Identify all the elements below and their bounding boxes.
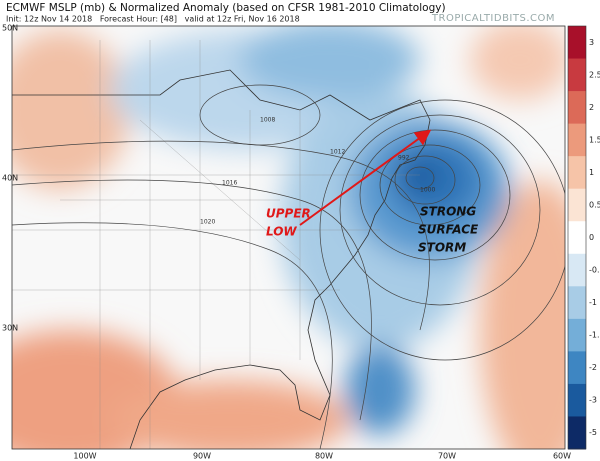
isobar-label: 1012 [330, 149, 345, 156]
colorbar-tick-label: 3 [589, 38, 594, 47]
title: ECMWF MSLP (mb) & Normalized Anomaly (ba… [6, 2, 446, 14]
colorbar-segment [568, 221, 586, 255]
arrow [299, 129, 432, 226]
lon-label: 100W [73, 452, 96, 461]
lat-label: 40N [2, 174, 18, 183]
colorbar-tick-label: 2.5 [589, 70, 600, 79]
colorbar-segment [568, 58, 586, 92]
colorbar-segment [568, 253, 586, 287]
colorbar-segment [568, 416, 586, 450]
colorbar-segment [568, 156, 586, 190]
brand: TROPICALTIDBITS.COM [431, 13, 555, 24]
annotation: LOW [266, 225, 297, 239]
isobar-label: 1000 [420, 187, 435, 194]
map-area [12, 26, 565, 449]
lon-label: 60W [553, 452, 571, 461]
colorbar-tick-label: 2 [589, 103, 594, 112]
colorbar-tick-label: -3 [589, 396, 597, 405]
colorbar-tick-label: 0.5 [589, 200, 600, 209]
colorbar-segment [568, 318, 586, 352]
isobar-label: 1008 [260, 117, 275, 124]
colorbar-segment [568, 91, 586, 125]
colorbar-tick-label: 1.5 [589, 135, 600, 144]
lon-label: 80W [315, 452, 333, 461]
isobars [12, 84, 565, 449]
colorbar-frame [567, 25, 587, 450]
lon-label: 90W [193, 452, 211, 461]
isobar-label: 1020 [200, 219, 215, 226]
lat-label: 30N [2, 324, 18, 333]
lat-label: 50N [2, 24, 18, 33]
colorbar-segment [568, 26, 586, 60]
colorbar-tick-label: 1 [589, 168, 594, 177]
borders [12, 40, 431, 449]
colorbar-tick-label: -1 [589, 298, 597, 307]
colorbar: 3 2.5 2 1.5 1 0.5 0 -0.5 -1 -1.5 -2 -3 -5 [567, 25, 600, 450]
isobar-label: 992 [398, 155, 410, 162]
colorbar-segment [568, 188, 586, 222]
colorbar-tick-label: -0.5 [589, 266, 600, 275]
colorbar-tick-label: -5 [589, 428, 597, 437]
colorbar-tick-label: -1.5 [589, 331, 600, 340]
lon-label: 70W [438, 452, 456, 461]
annotation: SURFACE [418, 223, 479, 237]
colorbar-segment [568, 286, 586, 320]
colorbar-segment [568, 123, 586, 157]
subtitle: Init: 12z Nov 14 2018 Forecast Hour: [48… [6, 15, 300, 24]
annotation: STRONG [420, 205, 476, 219]
map-frame [11, 25, 566, 450]
annotation: STORM [418, 241, 466, 255]
annotation: UPPER [266, 207, 311, 221]
isobar-label: 1016 [222, 180, 237, 187]
colorbar-tick-label: 0 [589, 233, 594, 242]
colorbar-segment [568, 351, 586, 385]
colorbar-segment [568, 383, 586, 417]
colorbar-tick-label: -2 [589, 363, 597, 372]
